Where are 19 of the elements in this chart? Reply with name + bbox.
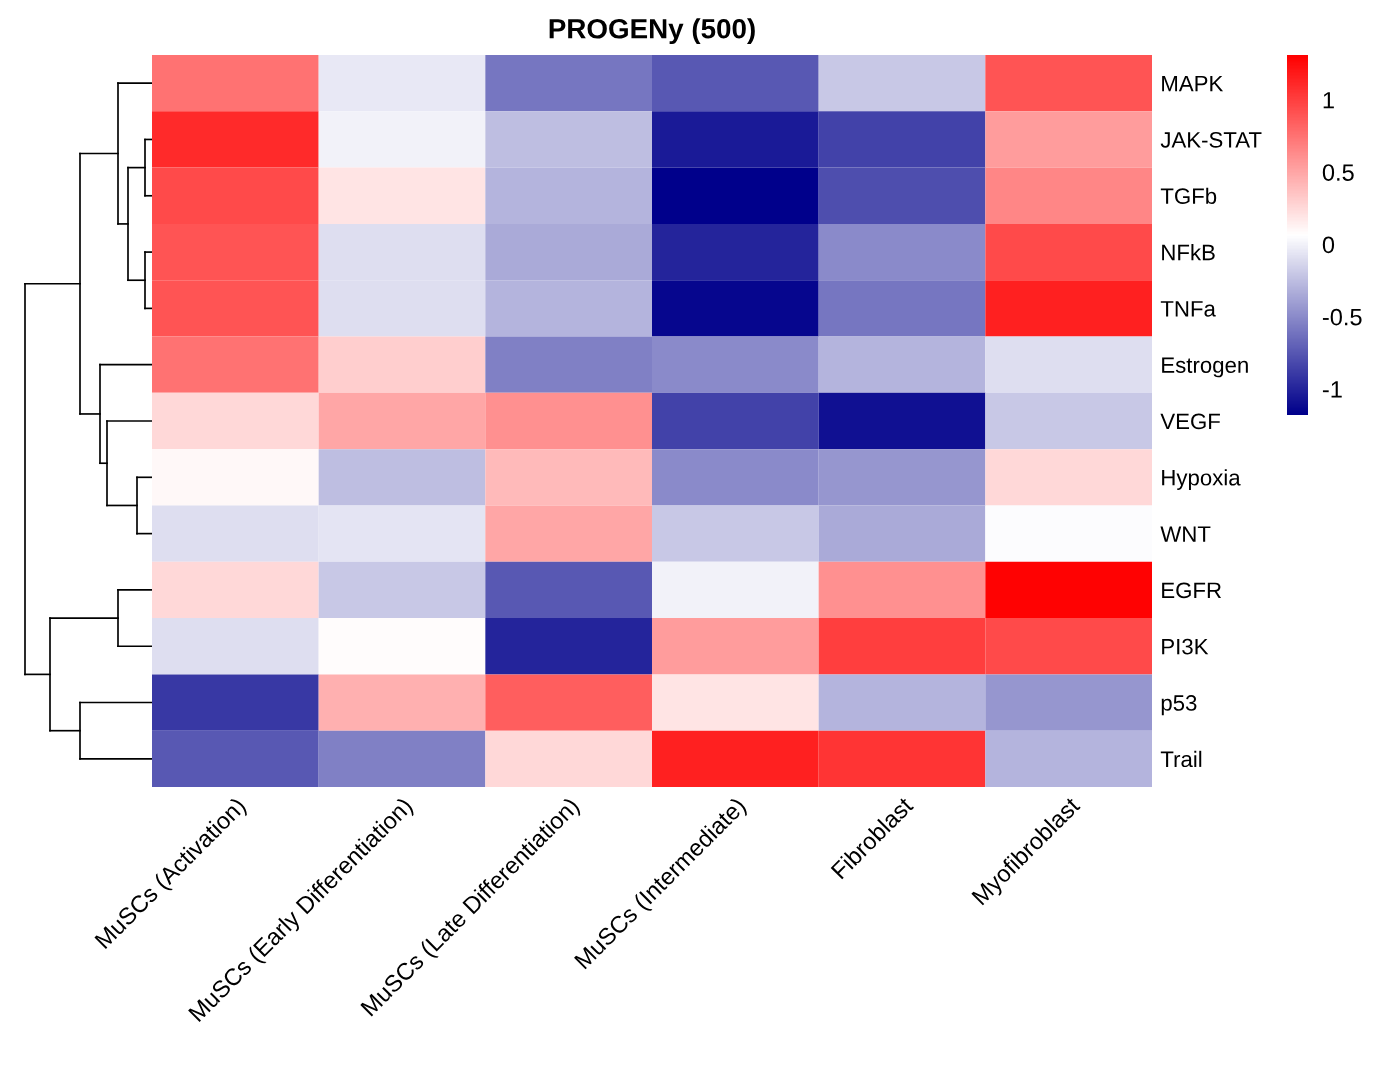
chart-title: PROGENy (500): [549, 18, 755, 45]
color-bar-label: -0.5: [1322, 308, 1362, 326]
color-bar-label: -1: [1322, 381, 1342, 398]
color-bar-label: 0.5: [1322, 164, 1354, 181]
y-tick-label: Estrogen: [1162, 357, 1248, 378]
y-tick-label: Hypoxia: [1162, 469, 1241, 490]
y-tick-label: WNT: [1160, 526, 1211, 542]
y-tick-label: PI3K: [1162, 638, 1209, 655]
y-tick-label: Trail: [1160, 750, 1202, 768]
y-tick-label: TNFa: [1160, 301, 1216, 317]
y-tick-label: TGFb: [1160, 187, 1217, 205]
color-bar-label: 0: [1322, 236, 1335, 254]
y-tick-label: EGFR: [1162, 582, 1222, 599]
y-tick-label: JAK-STAT: [1160, 132, 1262, 148]
y-tick-label: MAPK: [1162, 75, 1224, 92]
y-tick-label: NFkB: [1162, 244, 1215, 261]
color-bar-label: 1: [1323, 92, 1334, 109]
y-tick-label: p53: [1161, 695, 1197, 716]
y-tick-label: VEGF: [1160, 413, 1220, 430]
